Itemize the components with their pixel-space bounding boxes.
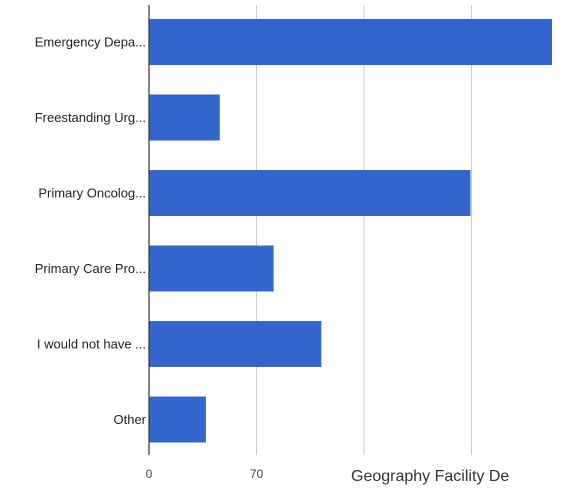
bar[interactable]: [149, 19, 552, 65]
category-label: I would not have ...: [37, 337, 146, 352]
bar-series: [149, 19, 552, 443]
x-tick-labels: 0 70: [146, 467, 264, 481]
category-label: Other: [113, 412, 146, 427]
category-labels: Emergency Depa... Freestanding Urg... Prim…: [35, 35, 147, 428]
category-label: Primary Care Pro...: [35, 261, 146, 276]
x-tick-label: 0: [146, 467, 153, 481]
category-label: Primary Oncolog...: [38, 186, 146, 201]
bar[interactable]: [149, 170, 471, 216]
category-label: Emergency Depa...: [35, 35, 146, 50]
x-axis-title: Geography Facility De: [351, 468, 509, 485]
category-label: Freestanding Urg...: [35, 110, 146, 125]
x-tick-label: 70: [250, 467, 264, 481]
bar[interactable]: [149, 245, 274, 292]
grid-lines: [256, 5, 472, 455]
bar[interactable]: [149, 321, 322, 367]
bar[interactable]: [149, 94, 220, 141]
bar[interactable]: [149, 396, 206, 443]
